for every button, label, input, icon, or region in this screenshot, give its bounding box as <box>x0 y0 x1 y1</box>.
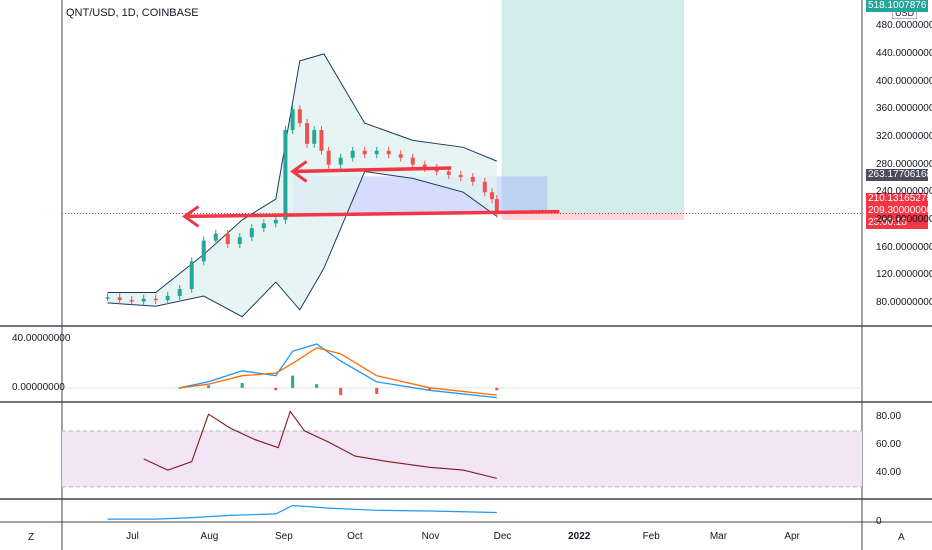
macd-histogram-bar <box>428 387 432 391</box>
candle-body <box>410 157 415 165</box>
macd-histogram-bar <box>274 387 278 391</box>
rsi-band <box>62 430 862 487</box>
y-tick-label: 160.00000000 <box>876 241 932 253</box>
y-tick-label: 60.00 <box>876 438 902 450</box>
macd-histogram-bar <box>207 385 211 388</box>
take-profit-zone <box>501 0 685 213</box>
x-tick-label: Oct <box>347 531 363 542</box>
candle-body <box>153 298 158 301</box>
signal-line <box>179 346 497 396</box>
candle-body <box>386 150 391 155</box>
candle-body <box>297 109 302 124</box>
candle-body <box>117 297 122 301</box>
candle-body <box>249 228 254 238</box>
arrow-head <box>181 205 200 228</box>
top-price-tag: 518.1007876 <box>866 0 928 12</box>
y-tick-label: 120.00000000 <box>876 269 932 281</box>
x-tick-label: Jul <box>126 531 139 542</box>
macd-histogram-bar <box>315 384 319 388</box>
candle-body <box>446 171 451 175</box>
y-tick-label: 440.00000000 <box>876 47 932 59</box>
support-arrow-line <box>292 166 452 174</box>
candle-body <box>422 164 427 169</box>
x-tick-label: Apr <box>784 531 800 542</box>
candle-body <box>374 150 379 155</box>
candle-body <box>261 223 266 229</box>
candle-body <box>312 130 317 144</box>
entry-price-tag: 210.13165278 <box>866 193 932 205</box>
stop-loss-zone <box>501 212 685 220</box>
macd-histogram-bar <box>339 387 343 396</box>
candle-body <box>213 233 218 241</box>
candle-body <box>458 174 463 178</box>
candle-body <box>362 150 367 155</box>
candle-body <box>105 297 110 299</box>
y-tick-label: 40.00000000 <box>12 333 71 345</box>
candle-body <box>237 237 242 245</box>
y-tick-label: 80.00 <box>876 410 902 422</box>
tp-price-tag: 263.17706168 <box>866 169 932 181</box>
candle-body <box>141 298 146 302</box>
y-tick-label: 360.00000000 <box>876 103 932 115</box>
current-price-tag: 209.30000000 <box>866 205 932 217</box>
y-tick-label: 480.00000000 <box>876 20 932 32</box>
candle-body <box>470 177 475 182</box>
timer-tag: 23:00:18 <box>866 217 928 229</box>
candle-body <box>165 295 170 301</box>
bollinger-fill <box>107 53 497 317</box>
y-tick-label: 200.00000000 <box>876 213 932 225</box>
candle-body <box>189 261 194 290</box>
y-tick-label: 40.00 <box>876 466 902 478</box>
chart-title: QNT/USD, 1D, COINBASE <box>66 7 199 19</box>
candle-body <box>350 150 355 158</box>
macd-histogram-bar <box>495 387 499 391</box>
candle-body <box>273 219 278 224</box>
support-arrow-line <box>184 209 560 219</box>
candle-body <box>398 154 403 158</box>
candle-body <box>494 199 499 214</box>
auto-scale-button[interactable]: A <box>898 532 905 543</box>
x-tick-label: 2022 <box>568 531 591 542</box>
candle-body <box>490 192 495 200</box>
candle-body <box>177 289 182 296</box>
candle-body <box>326 150 331 165</box>
x-tick-label: Aug <box>200 531 219 542</box>
x-tick-label: Sep <box>275 531 293 542</box>
x-tick-label: Nov <box>421 531 440 542</box>
macd-histogram-bar <box>178 387 182 389</box>
x-tick-label: Feb <box>642 531 660 542</box>
y-tick-label: 320.00000000 <box>876 130 932 142</box>
y-tick-label: 400.00000000 <box>876 75 932 87</box>
x-tick-label: Dec <box>493 531 512 542</box>
macd-line <box>179 343 497 399</box>
candle-body <box>283 130 288 220</box>
log-scale-button[interactable]: Z <box>28 532 35 543</box>
y-tick-label: 280.00000000 <box>876 158 932 170</box>
macd-histogram-bar <box>375 387 379 394</box>
candle-body <box>305 123 310 144</box>
candle-body <box>482 181 487 193</box>
candle-body <box>225 233 230 245</box>
candle-body <box>290 109 295 130</box>
candle-body <box>319 130 324 151</box>
rsi-line <box>143 410 497 479</box>
candle-body <box>129 300 134 302</box>
bollinger-lower-line <box>107 170 498 318</box>
y-tick-label: 80.00000000 <box>876 296 932 308</box>
x-tick-label: Mar <box>709 531 728 542</box>
indicator-line <box>107 504 497 520</box>
y-tick-label: 240.00000000 <box>876 186 932 198</box>
bollinger-upper-line <box>107 53 497 293</box>
arrow-head <box>290 160 308 183</box>
macd-histogram-bar <box>240 382 244 388</box>
candle-body <box>201 240 206 262</box>
macd-histogram-bar <box>291 375 295 388</box>
y-tick-label: 0.00000000 <box>12 381 65 393</box>
y-tick-label: 0 <box>876 516 882 527</box>
candle-body <box>338 157 343 165</box>
